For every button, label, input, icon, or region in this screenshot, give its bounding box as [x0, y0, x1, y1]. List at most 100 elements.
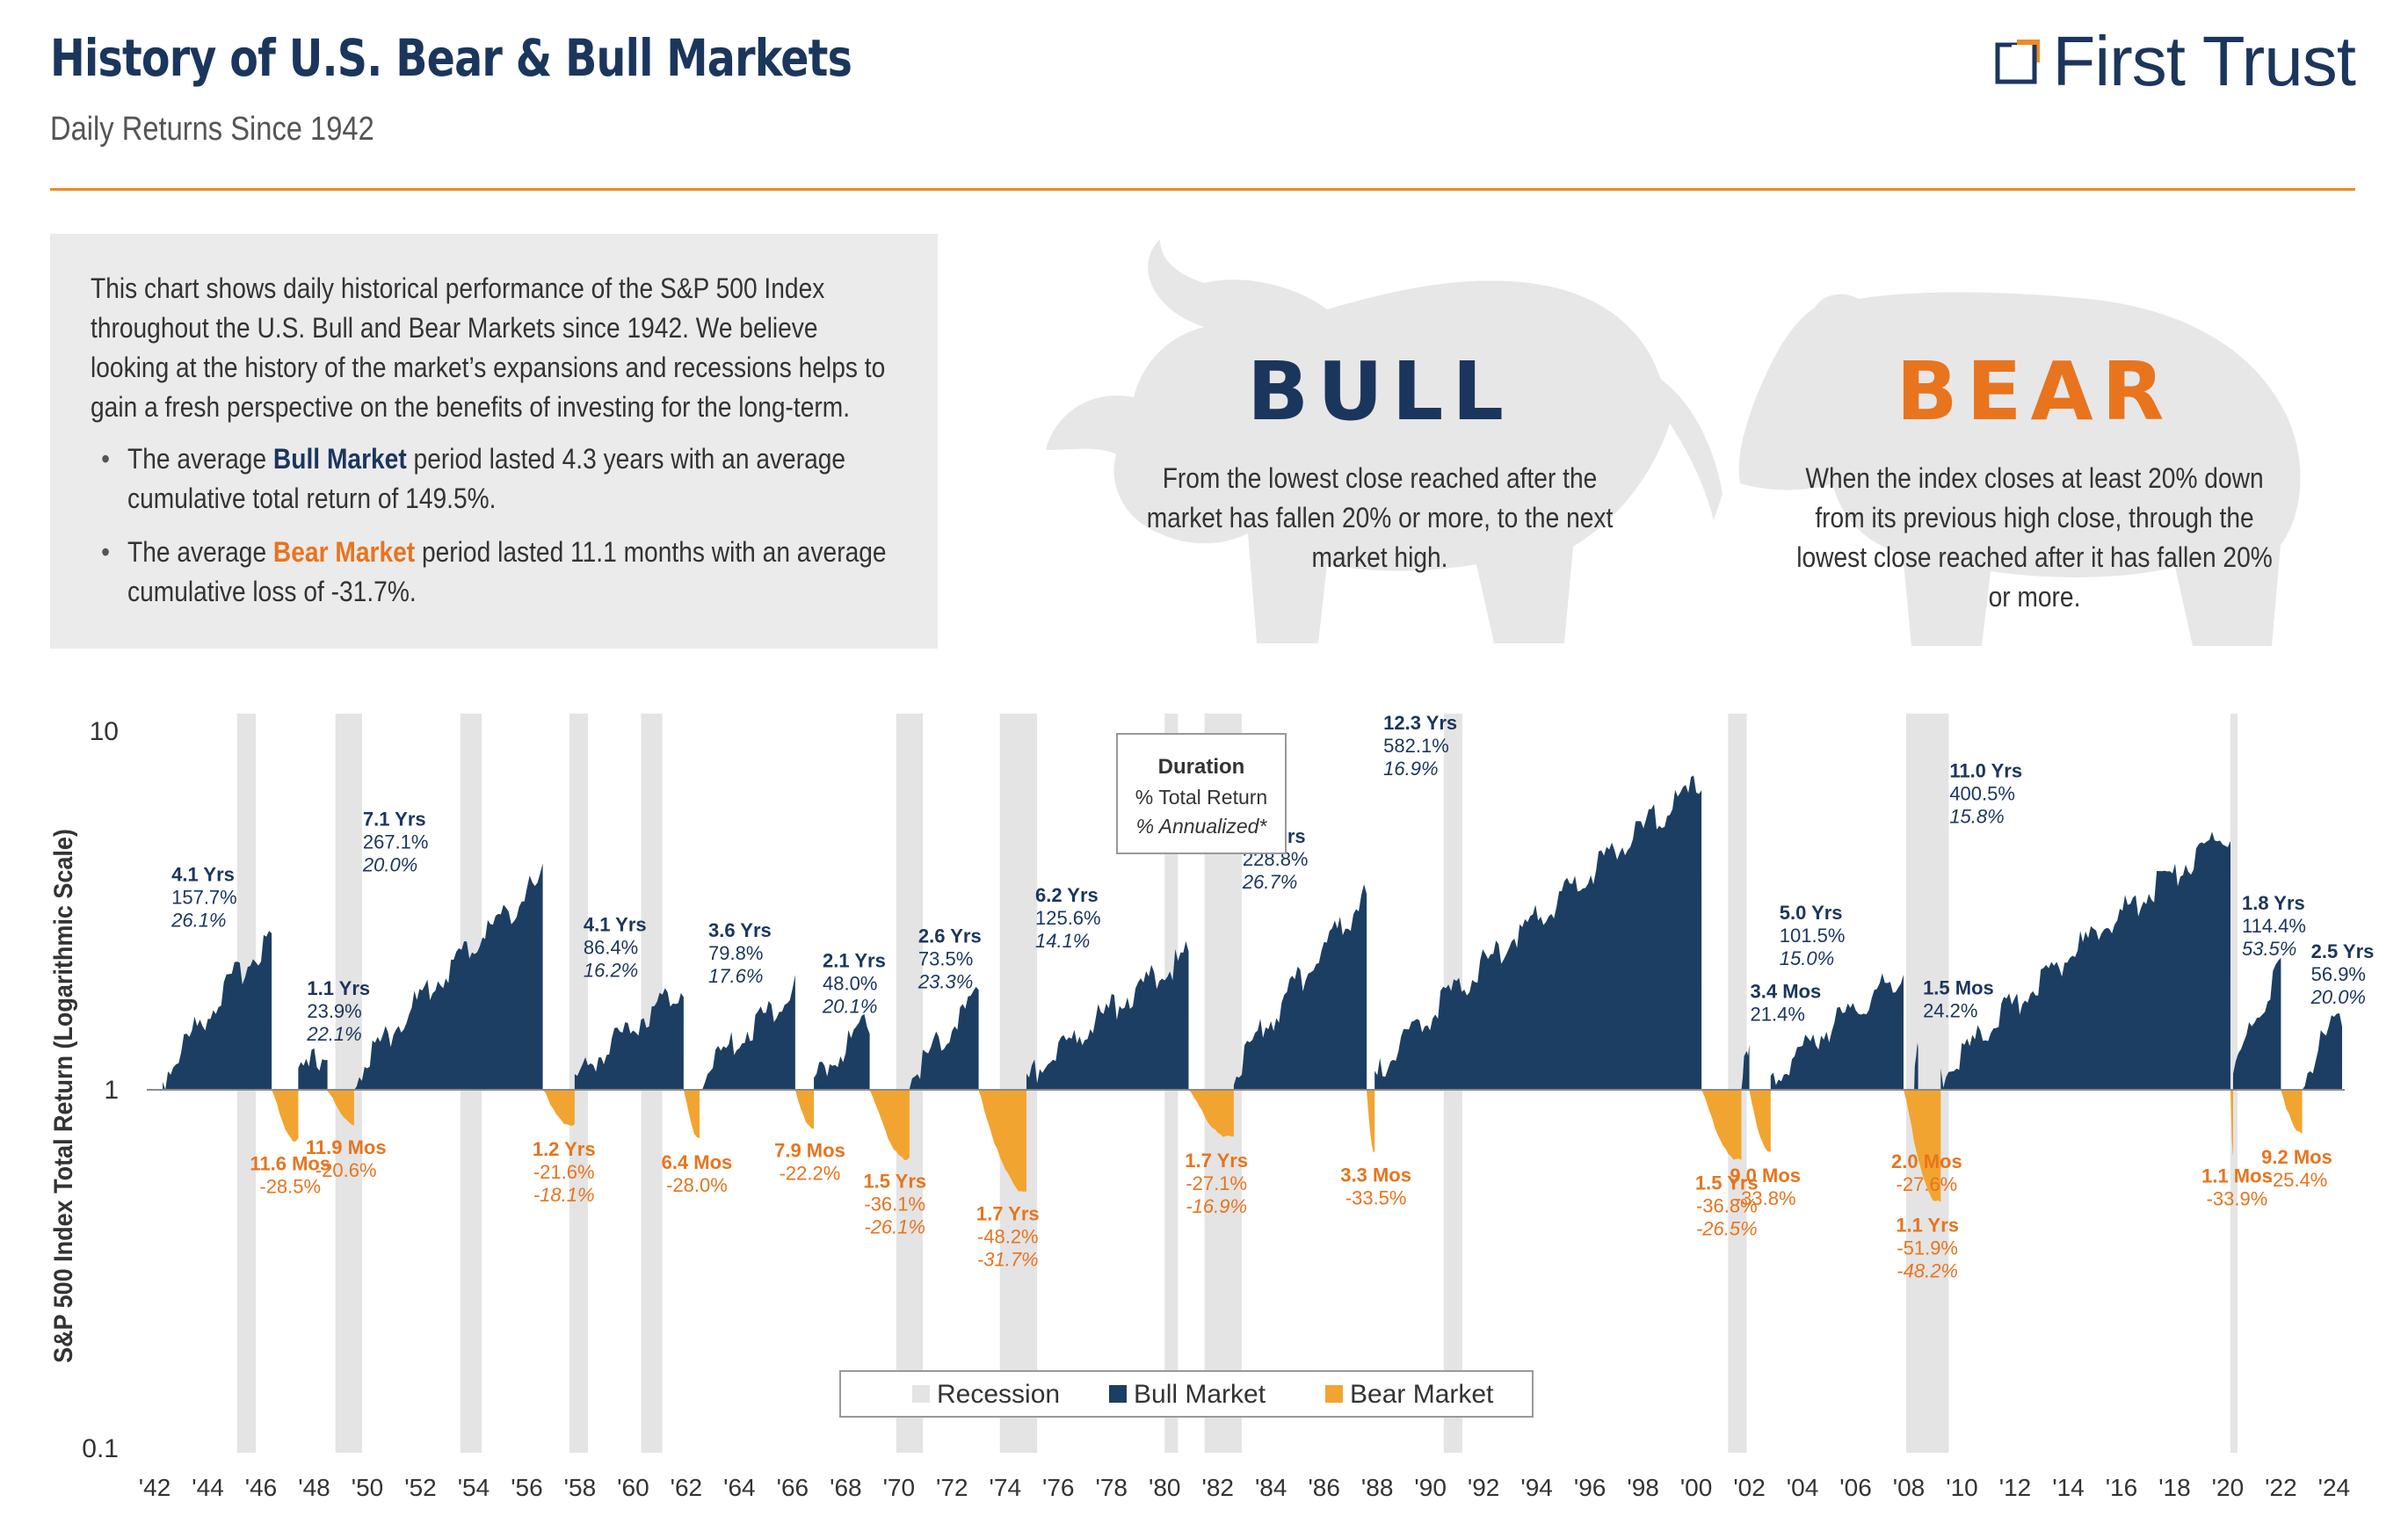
x-tick-label: '50 [352, 1474, 384, 1501]
info-paragraph: This chart shows daily historical perfor… [91, 272, 886, 423]
market-history-chart: 10 1 0.1 '42 '44 '46 '48 '50 '52 '54 '56 '58 '60 '62 '… [49, 712, 2375, 1501]
annotation-duration: 2.6 Yrs [918, 925, 982, 947]
bull-market-area [1770, 973, 1904, 1090]
x-tick-label: '84 [1255, 1474, 1287, 1501]
info-bullets: The average Bull Market period lasted 4.… [91, 439, 897, 612]
x-tick-label: '08 [1893, 1474, 1926, 1501]
annotation-total: -33.5% [1345, 1186, 1407, 1208]
annotation-total: -51.9% [1897, 1237, 1958, 1259]
market-annotation: 6.4 Mos-28.0% [662, 1151, 733, 1196]
x-tick-label: '98 [1627, 1474, 1659, 1501]
market-annotation: 1.2 Yrs-21.6%-18.1% [533, 1138, 596, 1206]
market-annotation: 1.5 Yrs-36.1%-26.1% [863, 1170, 926, 1237]
market-annotation: 1.1 Mos-33.9% [2201, 1165, 2273, 1209]
annotation-duration: 9.0 Mos [1730, 1165, 1801, 1186]
annotation-duration: 1.7 Yrs [976, 1203, 1040, 1225]
legend-swatch-recession [912, 1385, 930, 1403]
bear-market-area [542, 1090, 575, 1127]
bear-market-area [794, 1090, 815, 1129]
annotation-duration: 11.0 Yrs [1949, 760, 2022, 782]
legend-recession: Recession [937, 1380, 1060, 1409]
legend-swatch-bear [1325, 1385, 1343, 1403]
annotation-total: 400.5% [1949, 783, 2015, 805]
annotation-duration: 1.1 Mos [2201, 1165, 2273, 1186]
annotation-duration: 4.1 Yrs [584, 914, 647, 936]
market-annotation: 11.9 Mos-20.6% [306, 1136, 387, 1181]
bear-market-area [683, 1090, 700, 1139]
market-annotation: 9.2 Mos-25.4% [2261, 1146, 2332, 1191]
recession-band [1728, 714, 1747, 1453]
annotation-annualized: 15.8% [1949, 806, 2004, 828]
annotation-total: -22.2% [780, 1162, 841, 1184]
x-tick-label: '78 [1096, 1474, 1128, 1501]
annotation-duration: 2.0 Mos [1891, 1150, 1962, 1172]
annotation-total: 157.7% [171, 886, 237, 908]
market-annotation: 9.0 Mos-33.8% [1730, 1165, 1801, 1209]
annotation-duration: 1.8 Yrs [2242, 892, 2305, 914]
bear-market-highlight: Bear Market [272, 536, 416, 568]
x-tick-label: '18 [2158, 1474, 2191, 1501]
market-annotation: 1.1 Yrs-51.9%-48.2% [1896, 1215, 1959, 1282]
annotation-annualized: 20.1% [822, 996, 877, 1018]
bullet-text: period lasted 11.1 months with an averag… [127, 536, 887, 607]
annotation-total: -28.5% [259, 1175, 321, 1197]
x-tick-label: '02 [1733, 1474, 1766, 1501]
annotation-total: 21.4% [1751, 1004, 1805, 1026]
x-tick-label: '70 [883, 1474, 916, 1501]
bull-market-area [909, 986, 979, 1090]
bull-market-area [1940, 831, 2230, 1090]
annotation-duration: 11.6 Mos [250, 1152, 330, 1174]
annotation-annualized: 26.1% [170, 909, 226, 931]
x-tick-label: '66 [777, 1474, 809, 1501]
annotation-total: -27.1% [1186, 1172, 1247, 1194]
annotation-duration: 7.1 Yrs [363, 809, 426, 831]
x-tick-label: '82 [1201, 1474, 1234, 1501]
bull-market-area [700, 975, 795, 1090]
x-tick-label: '60 [617, 1474, 649, 1501]
market-annotation: 3.3 Mos-33.5% [1340, 1164, 1411, 1208]
annotation-duration: 7.9 Mos [774, 1139, 845, 1161]
annotation-total: -48.2% [977, 1226, 1039, 1248]
y-axis-label: S&P 500 Index Total Return (Logarithmic … [49, 829, 79, 1363]
annotation-duration: 2.5 Yrs [2311, 940, 2375, 962]
bear-heading: BEAR [1896, 345, 2173, 439]
x-tick-label: '44 [192, 1474, 224, 1501]
bull-market-area [1914, 1042, 1918, 1090]
x-tick-label: '16 [2106, 1474, 2138, 1501]
legend-key-box: Duration % Total Return % Annualized* [1116, 733, 1287, 854]
annotation-total: -36.1% [864, 1193, 925, 1215]
y-tick-label: 1 [104, 1076, 119, 1105]
bear-market-area [978, 1090, 1026, 1192]
annotation-total: -27.6% [1897, 1173, 1958, 1195]
annotation-annualized: 20.0% [2310, 986, 2366, 1008]
bull-average-bullet: The average Bull Market period lasted 4.… [101, 439, 901, 519]
annotation-annualized: -16.9% [1186, 1195, 1247, 1217]
y-tick-label: 0.1 [82, 1434, 119, 1463]
bullet-text: The average [127, 443, 273, 475]
x-tick-label: '64 [723, 1474, 756, 1501]
bull-market-highlight: Bull Market [272, 443, 407, 475]
bull-market-area [353, 863, 543, 1090]
bull-market-area [2232, 957, 2281, 1090]
annotation-duration: 5.0 Yrs [1780, 902, 1843, 924]
annotation-duration: 3.6 Yrs [708, 919, 772, 941]
annotation-total: 86.4% [584, 937, 638, 959]
bull-heading: BULL [1246, 345, 1513, 439]
annotation-duration: 4.1 Yrs [171, 863, 235, 885]
bear-market-area [2281, 1090, 2303, 1135]
annotation-total: 56.9% [2311, 963, 2366, 985]
annotation-annualized: 17.6% [708, 965, 763, 987]
key-duration: Duration [1158, 755, 1245, 779]
bull-market-area [163, 931, 272, 1090]
market-annotation: 1.7 Yrs-48.2%-31.7% [976, 1203, 1040, 1271]
info-box: This chart shows daily historical perfor… [50, 234, 938, 649]
annotation-annualized: -26.5% [1696, 1217, 1758, 1239]
x-tick-label: '14 [2052, 1474, 2085, 1501]
